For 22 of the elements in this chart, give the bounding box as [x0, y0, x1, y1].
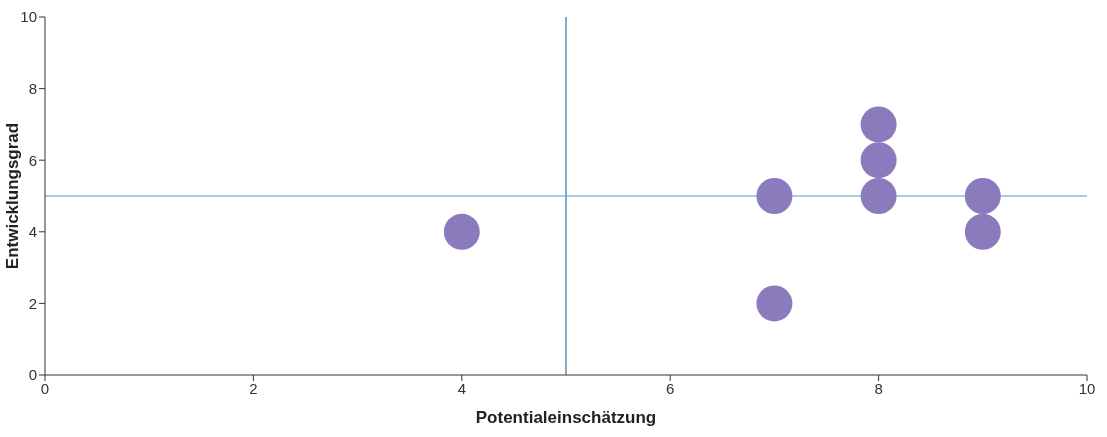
point: [860, 178, 897, 214]
point: [860, 142, 897, 179]
x-tick-label: 8: [874, 379, 883, 397]
x-tick-label: 4: [457, 379, 466, 397]
x-tick-label: 10: [1078, 379, 1096, 397]
y-tick-label: 8: [28, 79, 37, 97]
point: [756, 285, 793, 322]
x-tick-label: 6: [666, 379, 675, 397]
y-axis-title: Entwicklungsgrad: [3, 122, 23, 270]
point: [964, 178, 1001, 214]
x-tick-label: 0: [40, 379, 50, 397]
y-tick-label: 2: [28, 294, 37, 312]
y-tick-label: 4: [28, 223, 37, 241]
point: [443, 213, 480, 250]
x-tick-label: 2: [249, 379, 258, 397]
x-axis-title: Potentialeinschätzung: [475, 408, 657, 427]
point: [756, 178, 793, 214]
point: [964, 213, 1001, 250]
point: [860, 106, 897, 143]
y-tick-label: 6: [28, 151, 37, 169]
y-tick-label: 0: [28, 366, 37, 384]
y-tick-label: 10: [20, 8, 37, 26]
